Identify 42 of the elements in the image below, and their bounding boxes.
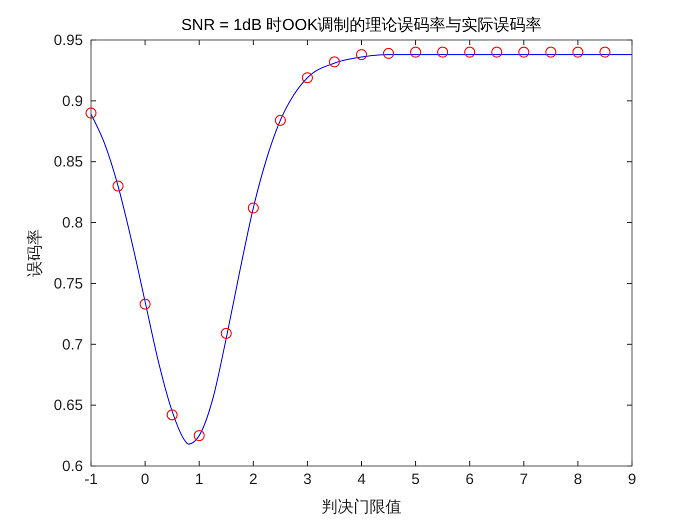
x-tick-label: -1 — [84, 471, 98, 488]
point — [194, 430, 205, 442]
y-tick-label: 0.9 — [62, 92, 83, 110]
y-tick-label: 0.75 — [54, 275, 83, 292]
point — [518, 46, 530, 58]
point — [356, 49, 367, 60]
x-tick-label: 5 — [411, 471, 420, 488]
point — [545, 46, 556, 58]
x-tick-label: 4 — [357, 471, 366, 488]
point — [140, 298, 151, 310]
x-tick-label: 8 — [574, 471, 582, 488]
x-tick-label: 1 — [195, 471, 204, 488]
point — [302, 72, 313, 84]
y-tick-label: 0.65 — [54, 397, 83, 414]
point — [220, 328, 232, 339]
point — [166, 409, 178, 420]
point — [383, 48, 394, 59]
point — [274, 114, 286, 126]
y-tick-label: 0.8 — [62, 214, 83, 232]
point — [464, 46, 476, 58]
point — [410, 46, 422, 58]
point — [248, 202, 259, 214]
point — [328, 56, 340, 68]
y-tick-label: 0.6 — [62, 458, 83, 475]
y-tick-label: 0.85 — [54, 154, 83, 171]
point — [437, 46, 448, 58]
x-tick-label: 9 — [628, 471, 636, 488]
y-tick-label: 0.7 — [62, 336, 83, 354]
y-tick-label: 0.95 — [54, 32, 83, 49]
x-tick-label: 7 — [520, 471, 528, 488]
x-tick-label: 3 — [303, 471, 312, 488]
point — [112, 180, 124, 192]
point — [491, 46, 502, 58]
x-tick-label: 0 — [140, 471, 150, 488]
x-tick-label: 2 — [249, 471, 258, 488]
point — [86, 108, 96, 119]
point — [599, 46, 610, 58]
x-tick-label: 6 — [466, 471, 474, 488]
x-axis-title: 判决门限值 — [322, 497, 402, 516]
y-axis-title: 误码率 — [25, 229, 44, 277]
chart-title: SNR = 1dB 时OOK调制的理论误码率与实际误码率 — [181, 16, 542, 34]
point — [572, 46, 584, 58]
